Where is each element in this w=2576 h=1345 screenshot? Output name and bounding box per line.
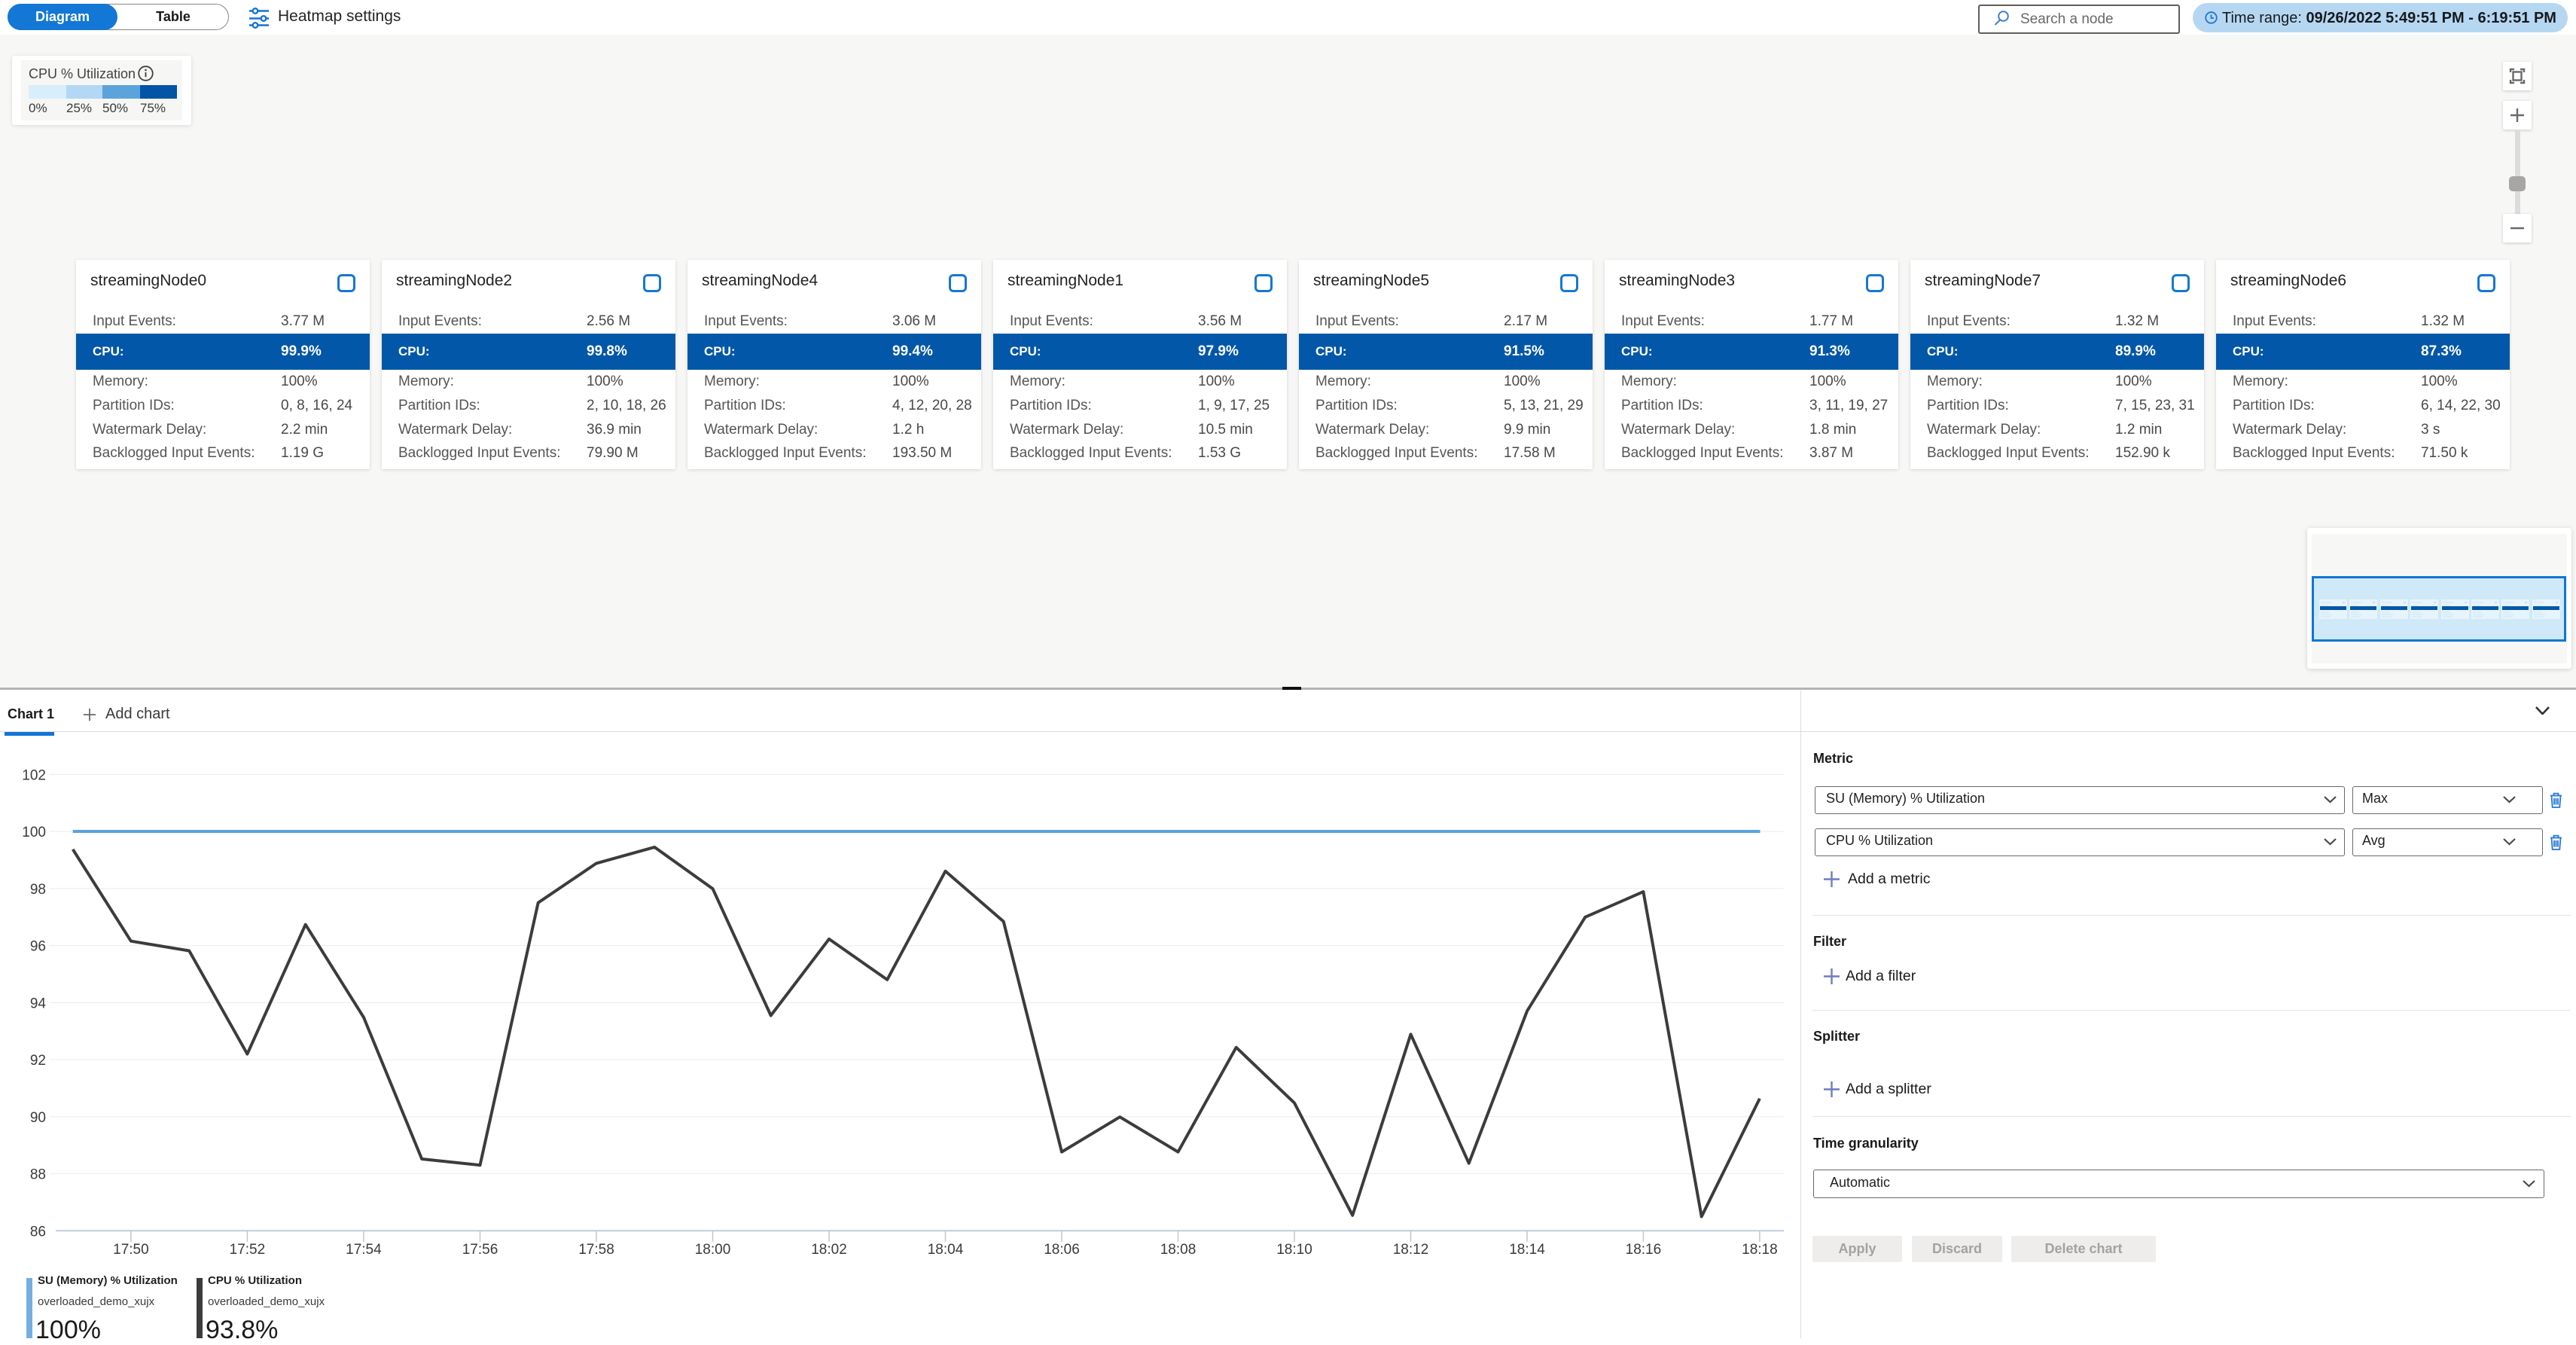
svg-text:18:12: 18:12 [1393,1242,1429,1258]
svg-text:17:58: 17:58 [578,1242,614,1258]
svg-text:90: 90 [30,1110,46,1126]
svg-text:17:52: 17:52 [230,1242,266,1258]
svg-text:18:04: 18:04 [928,1242,964,1258]
svg-text:86: 86 [30,1224,46,1240]
svg-text:17:50: 17:50 [113,1242,149,1258]
svg-text:102: 102 [22,767,46,783]
svg-text:17:56: 17:56 [462,1242,498,1258]
svg-text:92: 92 [30,1053,46,1069]
svg-text:18:18: 18:18 [1742,1242,1778,1258]
svg-text:98: 98 [30,882,46,898]
svg-text:18:08: 18:08 [1160,1242,1197,1258]
svg-text:17:54: 17:54 [346,1242,382,1258]
svg-text:100: 100 [22,825,46,840]
svg-text:94: 94 [30,996,47,1011]
svg-text:96: 96 [30,939,46,955]
svg-text:18:02: 18:02 [811,1242,847,1258]
svg-text:18:10: 18:10 [1276,1242,1312,1258]
svg-text:18:14: 18:14 [1509,1242,1545,1258]
svg-text:18:00: 18:00 [695,1242,731,1258]
svg-text:18:16: 18:16 [1626,1242,1662,1258]
svg-text:18:06: 18:06 [1044,1242,1080,1258]
svg-text:88: 88 [30,1167,46,1183]
